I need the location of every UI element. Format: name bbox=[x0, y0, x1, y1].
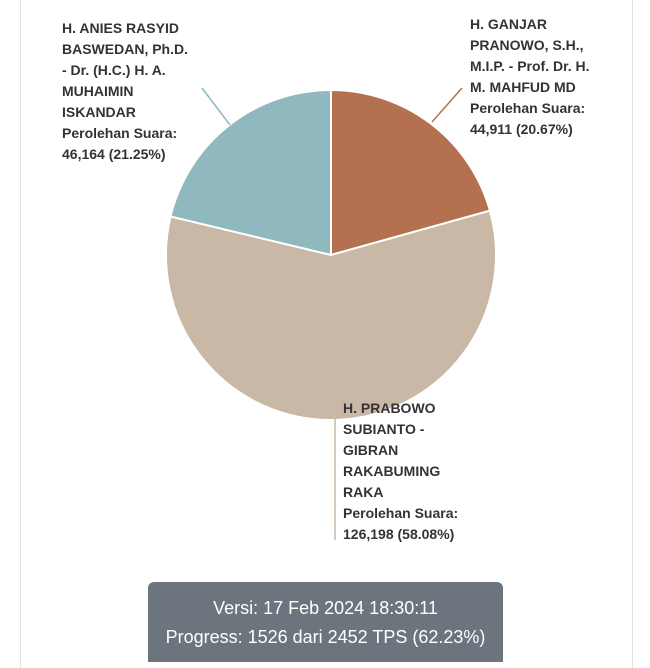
slice-name: H. ANIES RASYID BASWEDAN, Ph.D. - Dr. (H… bbox=[62, 20, 188, 120]
slice-label: H. PRABOWO SUBIANTO - GIBRAN RAKABUMING … bbox=[343, 398, 459, 545]
leader-line bbox=[431, 87, 463, 123]
value-label: 126,198 (58.08%) bbox=[343, 526, 455, 542]
version-text: Versi: 17 Feb 2024 18:30:11 bbox=[213, 598, 438, 618]
progress-text: Progress: 1526 dari 2452 TPS (62.23%) bbox=[165, 627, 486, 647]
value-caption: Perolehan Suara: bbox=[343, 505, 459, 521]
status-box: Versi: 17 Feb 2024 18:30:11 Progress: 15… bbox=[148, 582, 503, 662]
pie-slice bbox=[330, 88, 492, 257]
value-caption: Perolehan Suara: bbox=[62, 125, 178, 141]
pie-slice bbox=[165, 209, 497, 421]
slice-label: H. GANJAR PRANOWO, S.H., M.I.P. - Prof. … bbox=[470, 14, 596, 140]
pie-slice bbox=[169, 88, 332, 257]
slice-label: H. ANIES RASYID BASWEDAN, Ph.D. - Dr. (H… bbox=[62, 18, 194, 165]
slice-name: H. GANJAR PRANOWO, S.H., M.I.P. - Prof. … bbox=[470, 16, 590, 95]
card bbox=[20, 0, 633, 668]
slice-name: H. PRABOWO SUBIANTO - GIBRAN RAKABUMING … bbox=[343, 400, 441, 500]
chart bbox=[165, 87, 497, 540]
leader-line bbox=[201, 87, 231, 126]
value-label: 46,164 (21.25%) bbox=[62, 146, 166, 162]
value-caption: Perolehan Suara: bbox=[470, 100, 586, 116]
value-label: 44,911 (20.67%) bbox=[470, 121, 573, 137]
